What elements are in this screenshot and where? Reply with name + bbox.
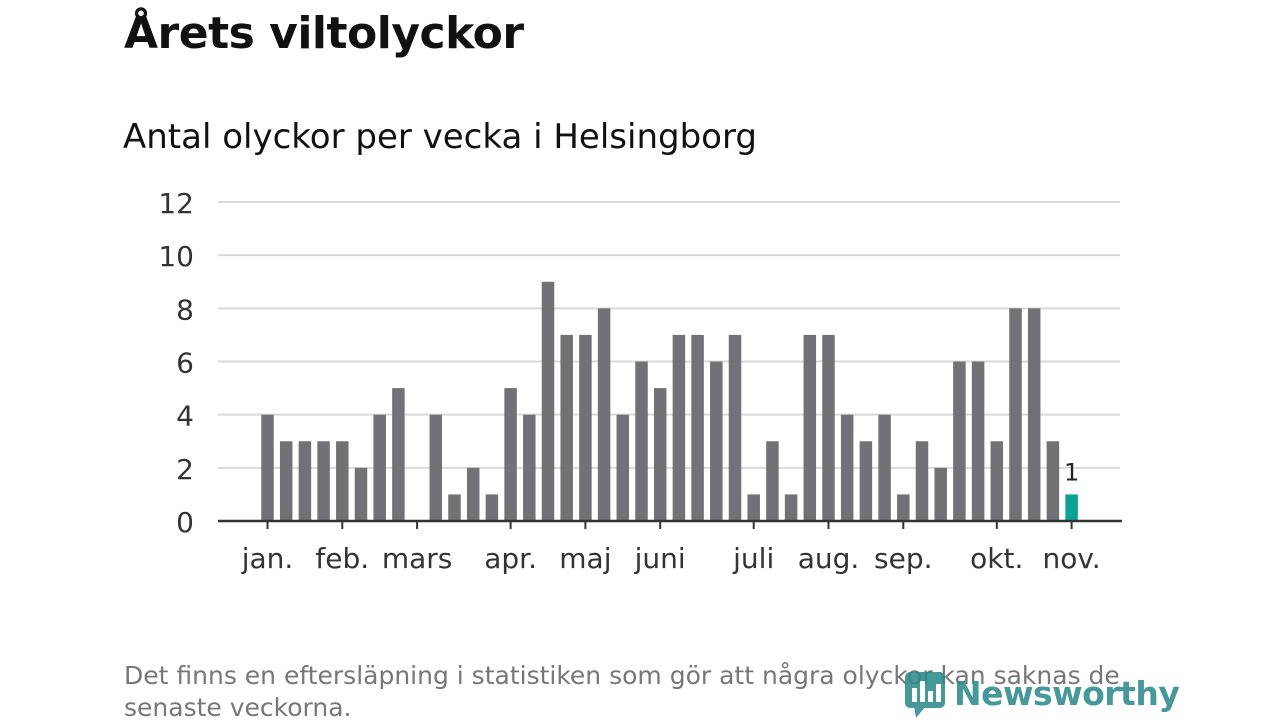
bar [1027, 308, 1041, 521]
x-tick-label: okt. [970, 542, 1023, 575]
bar [672, 334, 686, 521]
bar [373, 414, 386, 521]
y-tick-label: 10 [158, 240, 194, 273]
bar [279, 441, 293, 521]
highlight-data-label: 1 [1064, 458, 1079, 486]
bar [990, 441, 1004, 521]
bar [429, 414, 443, 521]
bar [1009, 308, 1022, 521]
bar [261, 414, 274, 521]
x-tick-label: aug. [798, 542, 860, 575]
y-tick-label: 8 [176, 293, 194, 326]
x-tick-label: apr. [484, 542, 537, 575]
x-tick-label: mars [382, 542, 453, 575]
bars: 1 [261, 281, 1079, 521]
bar [971, 361, 985, 521]
highlighted-bar [1065, 494, 1078, 521]
bar [448, 494, 461, 521]
footnote: Det finns en eftersläpning i statistiken… [124, 661, 1120, 722]
bar [616, 414, 630, 521]
bar [653, 388, 667, 521]
bar [728, 334, 742, 521]
newsworthy-logo-icon [905, 672, 945, 718]
bar [354, 467, 368, 521]
y-tick-label: 2 [176, 453, 194, 486]
x-tick-label: maj [559, 542, 611, 575]
y-tick-label: 4 [176, 400, 194, 433]
chart-subtitle: Antal olyckor per vecka i Helsingborg [123, 117, 757, 157]
bar [915, 441, 929, 521]
bar [541, 281, 555, 521]
chart-title: Årets viltolyckor [124, 8, 524, 59]
newsworthy-logo: Newsworthy [904, 668, 1180, 718]
x-tick-label: sep. [874, 542, 933, 575]
bar [560, 334, 573, 521]
bar [766, 441, 779, 521]
bar [298, 441, 312, 521]
bar [1046, 441, 1060, 521]
gridlines [218, 201, 1120, 469]
bar [336, 441, 349, 521]
bar [784, 494, 798, 521]
bar [466, 467, 480, 521]
bar [897, 494, 910, 521]
x-tick-label: nov. [1043, 542, 1101, 575]
x-tick-label: juli [732, 542, 774, 575]
bar [392, 388, 405, 521]
y-tick-label: 0 [176, 506, 194, 539]
newsworthy-logo-text: Newsworthy [954, 673, 1180, 713]
bar [859, 441, 873, 521]
bar [878, 414, 891, 521]
bar [317, 441, 330, 521]
bar [747, 494, 760, 521]
x-tick-label: jan. [241, 542, 294, 575]
bar [691, 334, 704, 521]
x-tick-label: juni [634, 542, 686, 575]
bar [953, 361, 966, 521]
bar-chart: 0 2 4 6 8 10 12 1 jan. feb. mars apr. maj juni juli a… [158, 187, 1122, 575]
bar [504, 388, 517, 521]
bar [597, 308, 611, 521]
x-tick-label: feb. [315, 542, 369, 575]
bar [579, 334, 592, 521]
y-tick-label: 6 [176, 347, 194, 380]
bar [523, 414, 536, 521]
y-axis-ticks: 0 2 4 6 8 10 12 [158, 187, 194, 539]
bar [803, 334, 817, 521]
bar [840, 414, 854, 521]
bar [934, 467, 947, 521]
bar [485, 494, 499, 521]
bar [822, 334, 835, 521]
bar [635, 361, 648, 521]
y-tick-label: 12 [158, 187, 194, 220]
bar [710, 361, 723, 521]
x-axis-ticks: jan. feb. mars apr. maj juni juli aug. sep. okt. n… [241, 521, 1101, 575]
